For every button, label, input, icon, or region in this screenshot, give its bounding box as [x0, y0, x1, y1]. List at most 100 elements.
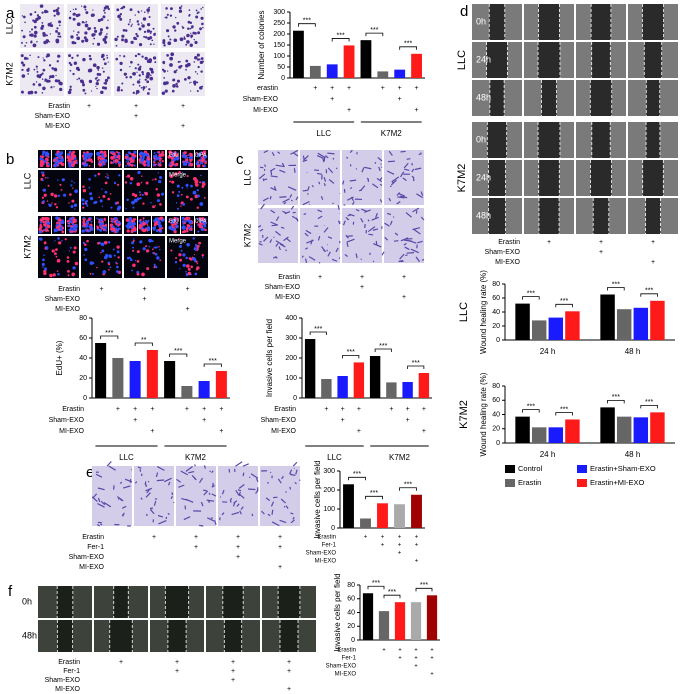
image-cell	[394, 232, 399, 236]
image-spot	[106, 176, 110, 179]
y-tick-label: 300	[285, 335, 297, 342]
image-spot	[187, 271, 192, 276]
image	[258, 150, 298, 205]
treatment-label: Sham-EXO	[261, 417, 297, 424]
image-spot	[88, 178, 91, 181]
image-spot	[141, 24, 145, 28]
image-spot	[186, 264, 190, 268]
image-spot	[200, 174, 202, 177]
image-spot	[70, 35, 74, 39]
image-spot	[89, 228, 92, 230]
image-spot	[113, 181, 117, 185]
image-cell	[304, 258, 308, 263]
image-spot	[109, 266, 112, 269]
image-spot	[69, 63, 73, 66]
image-cell	[381, 251, 385, 256]
label: +	[142, 296, 146, 303]
image-spot	[90, 90, 93, 92]
image-spot	[55, 8, 59, 13]
image-spot	[126, 198, 129, 202]
image-spot	[176, 217, 179, 220]
image-spot	[44, 78, 47, 81]
image-cell	[303, 212, 307, 216]
image-spot	[92, 63, 97, 68]
image-cell	[290, 519, 295, 524]
image-cell	[119, 498, 123, 502]
x-tick-label: 48 h	[625, 450, 641, 459]
image-spot	[144, 191, 149, 196]
image-cell	[404, 246, 410, 251]
image-spot	[42, 68, 46, 72]
image-spot	[190, 81, 192, 84]
significance: ***	[370, 490, 378, 497]
image-spot	[46, 159, 49, 162]
image-spot	[126, 174, 131, 178]
treatment-mark: +	[430, 656, 434, 662]
image-spot	[183, 229, 187, 233]
image-spot	[143, 30, 147, 34]
image-gap	[538, 160, 560, 196]
image-cell	[371, 216, 379, 221]
image-cell	[203, 490, 209, 496]
image-spot	[154, 152, 156, 154]
legend-swatch	[577, 479, 587, 487]
bar	[394, 504, 405, 528]
treatment-mark: +	[341, 406, 345, 413]
treatment-mark: +	[330, 85, 334, 92]
image-spot	[117, 205, 122, 210]
image-spot	[42, 188, 47, 192]
image-spot	[85, 154, 89, 158]
image-spot	[57, 273, 60, 276]
image-cell	[251, 513, 254, 517]
significance-bracket	[365, 495, 383, 500]
image-spot	[103, 150, 107, 155]
image-spot	[141, 193, 144, 196]
image-spot	[185, 158, 189, 162]
image-cell	[221, 489, 225, 495]
image-spot	[178, 190, 181, 193]
image-spot	[184, 219, 187, 222]
image-spot	[170, 164, 173, 167]
image-spot	[74, 189, 78, 194]
image-spot	[179, 37, 184, 42]
image-spot	[142, 152, 145, 155]
significance: ***	[404, 482, 412, 489]
image-spot	[127, 160, 130, 163]
image-spot	[58, 20, 62, 24]
row-label: LLC	[242, 169, 252, 186]
label: Merge	[169, 239, 187, 245]
image-spot	[71, 180, 73, 182]
image-cell	[292, 461, 298, 467]
image-spot	[171, 156, 175, 161]
image-cell	[338, 240, 341, 244]
image-spot	[145, 86, 147, 88]
label: Sham-EXO	[35, 113, 71, 120]
image-spot	[33, 34, 37, 38]
image-spot	[138, 84, 141, 87]
image-cell	[232, 502, 236, 507]
treatment-label: MI-EXO	[335, 672, 357, 678]
y-tick-label: 60	[492, 397, 500, 404]
label: +	[99, 286, 103, 293]
image-spot	[36, 68, 38, 70]
image-spot	[21, 68, 24, 72]
image-spot	[54, 79, 58, 83]
image-cell	[260, 203, 265, 210]
image-spot	[88, 186, 91, 189]
image-cell	[367, 226, 376, 233]
image-spot	[131, 229, 134, 232]
image-spot	[159, 203, 162, 206]
image-cell	[393, 240, 399, 242]
y-tick-label: 100	[273, 53, 285, 60]
image-spot	[152, 163, 156, 167]
image-spot	[87, 158, 91, 162]
row-label: K7M2	[22, 235, 32, 259]
image-spot	[78, 77, 81, 80]
image-spot	[60, 188, 63, 191]
image-spot	[201, 254, 205, 257]
image-spot	[21, 41, 23, 44]
image-spot	[88, 68, 93, 73]
image-spot	[156, 246, 159, 248]
image-spot	[45, 155, 48, 157]
